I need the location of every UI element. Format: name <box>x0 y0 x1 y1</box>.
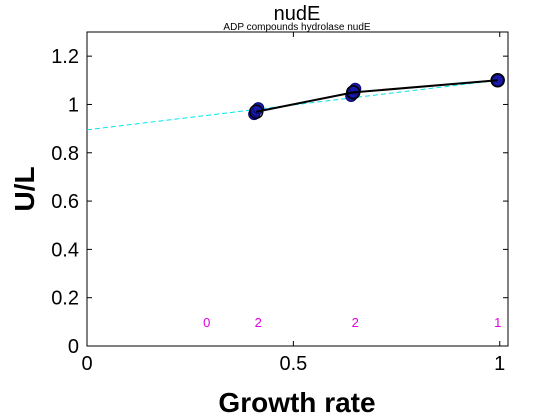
y-axis-label: U/L <box>9 166 40 211</box>
y-tick-label: 0.6 <box>51 191 79 213</box>
x-tick-label: 0 <box>81 353 92 375</box>
y-tick-label: 0 <box>68 336 79 358</box>
x-tick-label: 0.5 <box>279 353 307 375</box>
chart-subtitle: ADP compounds hydrolase nudE <box>223 22 370 33</box>
count-label: 2 <box>352 315 359 330</box>
plot-area <box>87 32 508 346</box>
x-tick-label: 1 <box>494 353 505 375</box>
y-tick-label: 0.4 <box>51 239 79 261</box>
marks-layer: 0 2 2 1 <box>87 74 504 330</box>
y-tick-label: 0.8 <box>51 143 79 165</box>
count-label: 0 <box>203 315 210 330</box>
tick-layer: 0 0.5 1 0 0.2 0.4 0.6 0.8 1 1.2 <box>51 32 508 375</box>
y-tick-label: 1 <box>68 94 79 116</box>
x-axis-label: Growth rate <box>218 387 375 418</box>
y-tick-label: 0.2 <box>51 288 79 310</box>
y-tick-label: 1.2 <box>51 46 79 68</box>
count-label: 1 <box>494 315 501 330</box>
count-label: 2 <box>255 315 262 330</box>
